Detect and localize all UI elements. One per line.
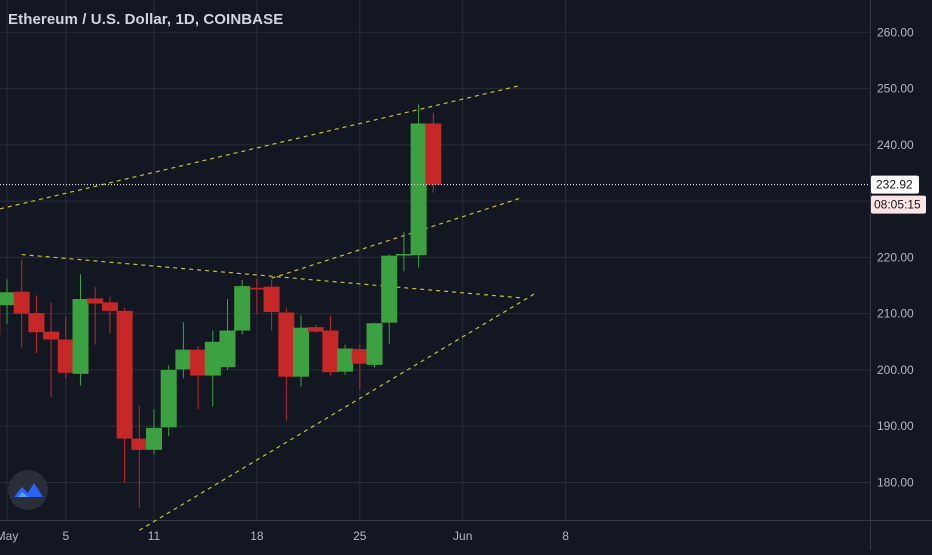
tradingview-logo-icon[interactable] [8,470,48,510]
time-tick-label: May [0,529,18,543]
time-tick-label: 18 [250,529,264,543]
candle-body[interactable] [425,123,441,184]
last-price-label: 232.92 [876,178,913,192]
candle-body[interactable] [205,342,221,376]
candle-body[interactable] [411,123,427,255]
candle-body[interactable] [322,331,338,373]
candle-body[interactable] [234,286,250,330]
time-tick-label: 8 [562,529,569,543]
candle-body[interactable] [337,349,353,372]
candle-body[interactable] [117,311,133,439]
candle-body[interactable] [73,299,89,374]
candle-body[interactable] [43,332,59,340]
price-tick-label: 200.00 [877,363,914,377]
candle-body[interactable] [28,313,44,332]
price-tick-label: 180.00 [877,475,914,489]
price-tick-label: 240.00 [877,138,914,152]
candle-body[interactable] [14,292,30,314]
price-tick-label: 190.00 [877,419,914,433]
time-tick-label: 11 [148,529,161,543]
candle-body[interactable] [0,292,15,305]
candle-body[interactable] [102,302,118,310]
candle-body[interactable] [278,313,294,377]
price-tick-label: 260.00 [877,25,914,39]
candle-body[interactable] [175,350,191,370]
candle-body[interactable] [87,298,103,303]
time-tick-label: Jun [453,529,472,543]
candle-body[interactable] [249,288,265,290]
candle-body[interactable] [146,428,162,450]
candle-body[interactable] [293,328,309,377]
price-tick-label: 220.00 [877,250,914,264]
candle-body[interactable] [381,256,397,323]
price-tick-label: 210.00 [877,307,914,321]
chart-title: Ethereum / U.S. Dollar, 1D, COINBASE [8,11,283,28]
price-tick-label: 250.00 [877,82,914,96]
candle-body[interactable] [161,370,177,427]
candle-body[interactable] [220,331,236,368]
candle-body[interactable] [367,323,383,365]
candle-body[interactable] [264,287,280,312]
candle-body[interactable] [190,350,206,376]
time-tick-label: 25 [353,529,367,543]
candle-body[interactable] [131,439,147,450]
candle-body[interactable] [396,254,412,256]
candle-body[interactable] [308,327,324,332]
candle-body[interactable] [352,349,368,364]
time-tick-label: 5 [62,529,69,543]
countdown-label: 08:05:15 [874,198,921,212]
candle-body[interactable] [58,340,74,373]
